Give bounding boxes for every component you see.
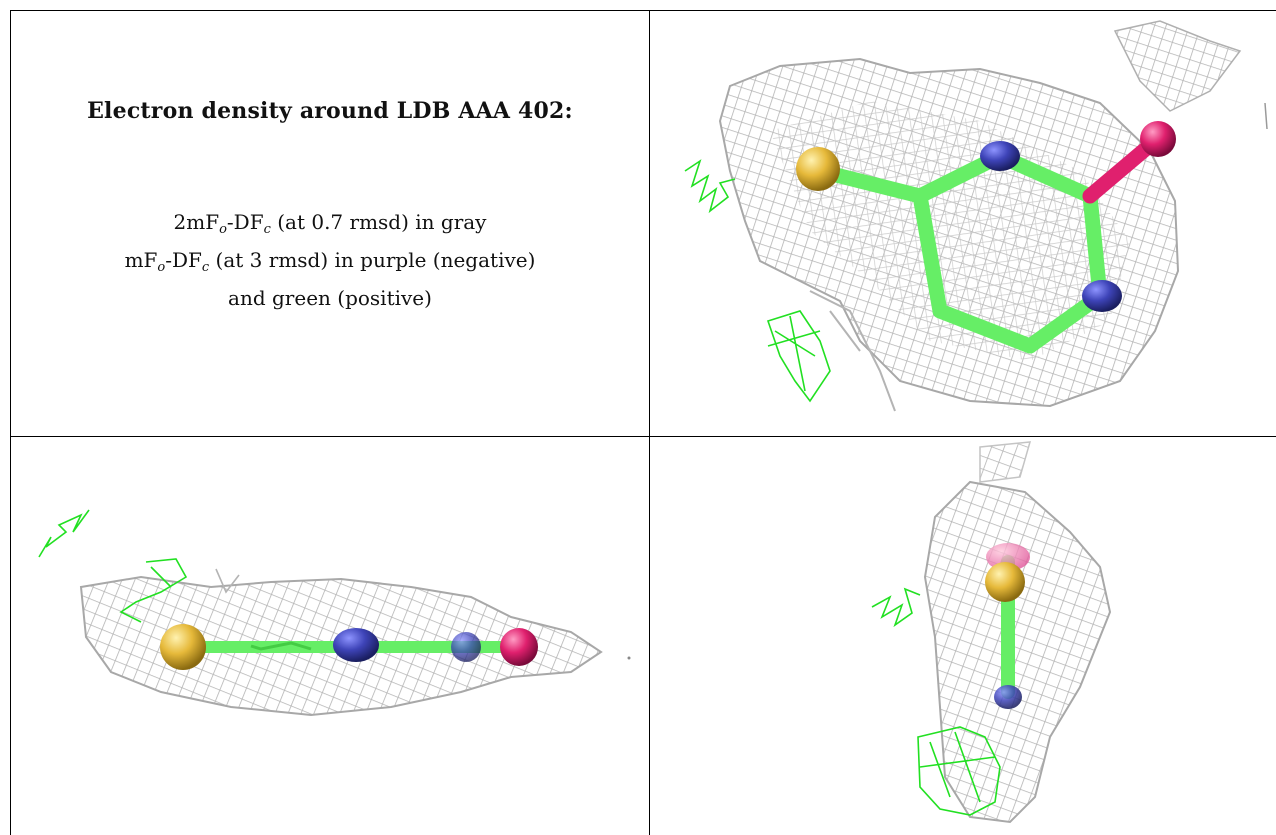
table-border-left [10,10,11,835]
legend-fofc-cont: and green (positive) [228,286,432,310]
table-column-divider [649,10,650,835]
nitrogen-atom [451,632,481,662]
figure-title: Electron density around LDB AAA 402: [87,98,573,124]
table-row-divider [10,436,1276,437]
density-render-side [38,509,631,717]
sulfur-atom [160,624,206,670]
gray-mesh [718,20,1268,412]
ligand-model [160,624,538,670]
figure-grid: Electron density around LDB AAA 402: 2mF… [10,10,1276,835]
density-view-side [11,437,649,835]
nitrogen-atom [333,628,379,662]
oxygen-atom [500,628,538,666]
density-render-end [871,441,1112,824]
ligand-model [796,121,1176,354]
gray-mesh [923,441,1112,824]
sulfur-atom [796,147,840,191]
green-mesh [684,159,831,403]
table-border-top [10,10,1276,11]
map-legend: 2mFo-DFc (at 0.7 rmsd) in gray mFo-DFc (… [11,207,649,313]
density-view-top [650,11,1276,436]
oxygen-atom [1140,121,1176,157]
nitrogen-atom [1082,280,1122,312]
legend-fofc: mFo-DFc (at 3 rmsd) in purple (negative) [124,248,536,275]
ligand-model [985,543,1030,709]
density-view-end [650,437,1276,835]
nitrogen-atom [994,685,1022,709]
caption-cell: Electron density around LDB AAA 402: 2mF… [11,11,649,436]
green-mesh [871,587,1001,816]
nitrogen-atom [980,141,1020,171]
sulfur-atom [985,562,1025,602]
legend-2fofc: 2mFo-DFc (at 0.7 rmsd) in gray [173,210,487,237]
green-mesh [38,509,188,623]
density-render-top [684,20,1268,412]
